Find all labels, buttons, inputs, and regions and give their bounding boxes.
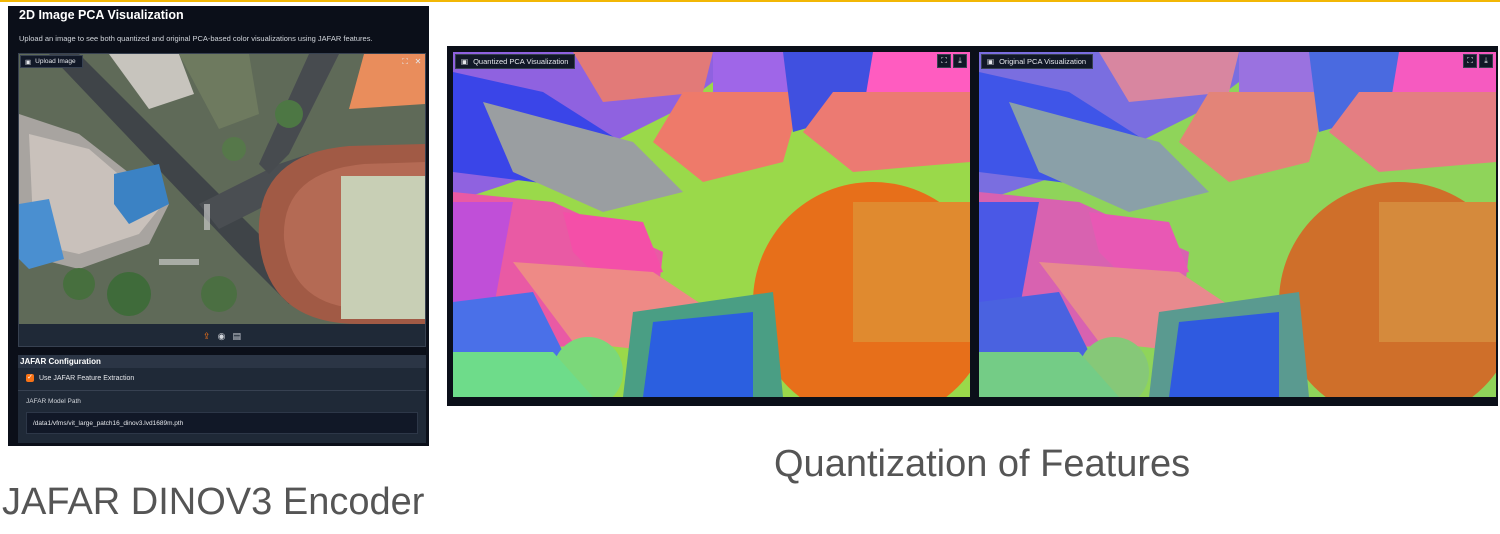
original-pca-card: ▣ Original PCA Visualization ⛶ ⤓ <box>979 52 1496 397</box>
pca-app-panel: 2D Image PCA Visualization Upload an ima… <box>8 6 429 446</box>
quantized-pca-image <box>453 52 970 397</box>
webcam-icon[interactable]: ◉ <box>217 330 226 341</box>
upload-image-label: ▣ Upload Image <box>20 55 83 68</box>
image-icon: ▣ <box>987 57 995 66</box>
caption-quantization: Quantization of Features <box>774 443 1191 485</box>
upload-image-component[interactable]: ▣ Upload Image ⛶ ✕ ⇪ ◉ ▤ <box>18 53 426 347</box>
original-pca-label: ▣ Original PCA Visualization <box>981 54 1094 69</box>
download-icon[interactable]: ⤓ <box>953 54 967 68</box>
quantized-pca-card: ▣ Quantized PCA Visualization ⛶ ⤓ <box>453 52 970 397</box>
image-icon: ▣ <box>25 58 32 66</box>
original-pca-label-text: Original PCA Visualization <box>999 57 1087 66</box>
upload-icon[interactable]: ⇪ <box>203 330 211 341</box>
fullscreen-icon[interactable]: ⛶ <box>937 54 951 68</box>
close-icon[interactable]: ✕ <box>414 57 422 66</box>
model-path-label: JAFAR Model Path <box>26 398 81 405</box>
model-path-input[interactable]: /data1/vfms/vit_large_patch16_dinov3.lvd… <box>26 412 418 434</box>
upload-image-label-text: Upload Image <box>35 58 76 65</box>
app-title: 2D Image PCA Visualization <box>19 8 184 22</box>
use-jafar-checkbox-row[interactable]: ✓ Use JAFAR Feature Extraction <box>26 374 134 382</box>
jafar-config-panel: JAFAR Configuration ✓ Use JAFAR Feature … <box>18 355 426 443</box>
config-title: JAFAR Configuration <box>18 355 426 368</box>
use-jafar-checkbox[interactable]: ✓ <box>26 374 34 382</box>
pca-visualization-panel: ▣ Quantized PCA Visualization ⛶ ⤓ <box>447 46 1498 406</box>
download-icon[interactable]: ⤓ <box>1479 54 1493 68</box>
clipboard-icon[interactable]: ▤ <box>232 330 241 341</box>
caption-jafar-encoder: JAFAR DINOV3 Encoder <box>2 481 425 523</box>
fullscreen-icon[interactable]: ⛶ <box>402 56 408 66</box>
top-accent-rule <box>0 0 1500 2</box>
app-description: Upload an image to see both quantized an… <box>19 34 373 43</box>
config-divider <box>18 390 426 391</box>
quantized-pca-label: ▣ Quantized PCA Visualization <box>455 54 576 69</box>
fullscreen-icon[interactable]: ⛶ <box>1463 54 1477 68</box>
original-pca-image <box>979 52 1496 397</box>
use-jafar-checkbox-label: Use JAFAR Feature Extraction <box>39 374 135 382</box>
aerial-photo <box>19 54 425 324</box>
upload-source-toolbar: ⇪ ◉ ▤ <box>19 326 425 346</box>
image-icon: ▣ <box>461 57 469 66</box>
quantized-pca-label-text: Quantized PCA Visualization <box>473 57 569 66</box>
